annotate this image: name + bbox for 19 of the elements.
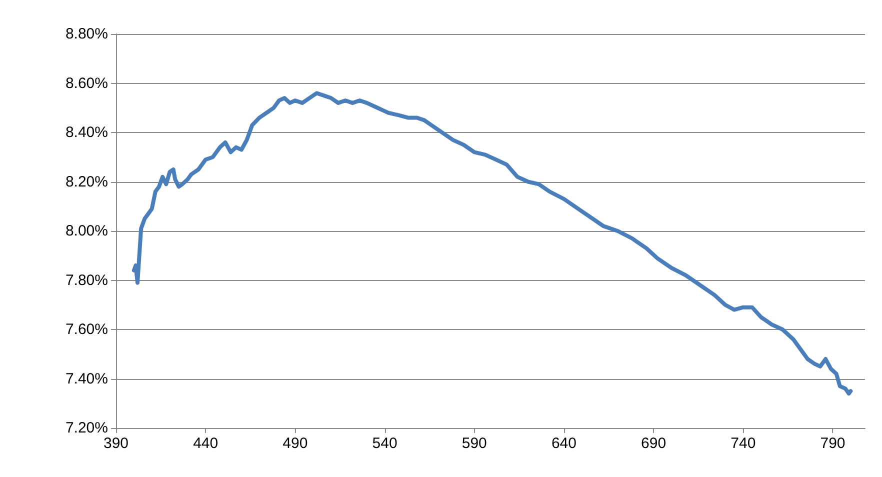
x-tick-label: 440 [193,435,218,452]
y-tick-label: 7.20% [65,420,108,436]
x-tick-label: 390 [103,435,129,452]
y-tick-label: 8.20% [65,173,108,190]
y-tick-label: 8.60% [65,74,108,92]
x-tick-label: 790 [820,435,846,452]
line-series [132,91,853,396]
x-tick-label: 640 [551,435,576,452]
x-tick-label: 740 [730,435,756,452]
y-tick-label: 7.40% [65,370,108,388]
y-tick-label: 8.00% [65,222,108,240]
x-tick-label: 590 [462,435,487,452]
y-tick-label: 7.80% [65,272,108,289]
y-tick-label: 8.80% [65,26,108,42]
y-tick-label: 8.40% [65,124,108,141]
x-tick-label: 490 [282,435,308,452]
x-tick-label: 540 [372,435,398,452]
y-tick-label: 7.60% [65,321,108,338]
x-tick-label: 690 [641,435,666,452]
